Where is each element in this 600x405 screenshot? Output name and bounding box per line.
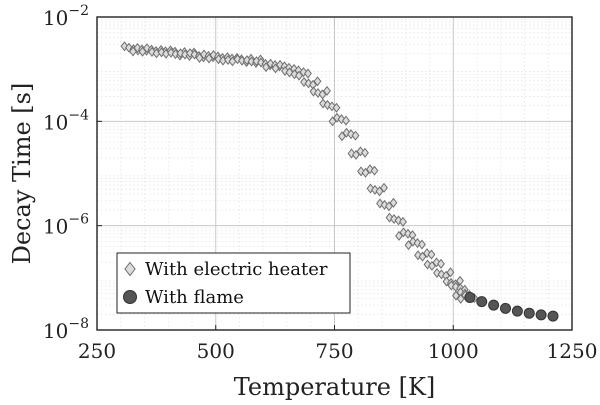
data-point (375, 186, 384, 197)
data-point (352, 149, 360, 160)
legend-item: With electric heater (124, 259, 328, 280)
data-point (547, 310, 559, 322)
data-point (285, 67, 294, 78)
data-point (252, 56, 261, 67)
legend-box (116, 252, 351, 314)
data-point (143, 43, 151, 54)
data-point (271, 63, 280, 74)
data-point (385, 201, 393, 212)
data-point (399, 216, 407, 227)
data-point (446, 267, 455, 278)
y-axis-label: Decay Time [s] (8, 83, 36, 265)
y-axis-ticks: 10−8 10−6 10−4 10−2 (43, 3, 102, 343)
data-point (361, 147, 369, 158)
y-tick-label: 10−2 (43, 3, 89, 30)
legend: With electric heater With flame (116, 252, 351, 314)
data-point (332, 102, 341, 113)
data-point (290, 69, 299, 80)
data-point (233, 54, 242, 65)
data-point (125, 42, 133, 53)
x-tick-label: 750 (315, 339, 353, 363)
data-point (266, 58, 275, 69)
data-point (511, 305, 523, 317)
data-point (535, 309, 547, 321)
data-point (313, 76, 322, 87)
data-point (323, 85, 331, 96)
data-point (385, 212, 394, 223)
data-point (347, 148, 356, 159)
legend-label: With electric heater (145, 259, 328, 280)
data-point (361, 167, 370, 178)
data-point (295, 70, 303, 81)
legend-label: With flame (145, 287, 244, 308)
x-tick-label: 1000 (428, 339, 479, 363)
data-point (337, 114, 346, 125)
y-tick-label: 10−8 (43, 316, 89, 343)
data-point (476, 296, 488, 308)
data-point (452, 290, 460, 301)
data-point (395, 230, 403, 241)
data-point (195, 52, 204, 63)
data-point (138, 46, 147, 57)
data-point (304, 68, 312, 79)
x-tick-label: 500 (197, 339, 235, 363)
data-point (380, 182, 388, 193)
data-point (133, 42, 142, 53)
legend-item: With flame (123, 287, 244, 308)
data-point (129, 46, 137, 57)
data-point (404, 240, 413, 251)
data-point (500, 302, 511, 314)
x-tick-label: 1250 (547, 339, 598, 363)
data-point (338, 131, 346, 142)
data-point (318, 89, 327, 100)
series-flame (464, 291, 559, 322)
legend-marker (124, 261, 136, 277)
series-layer (120, 41, 559, 322)
data-point (262, 62, 270, 73)
series-electric-heater (120, 41, 479, 304)
data-point (418, 251, 427, 262)
data-point (418, 239, 426, 250)
y-tick-label: 10−6 (43, 212, 89, 239)
x-axis-label: Temperature [K] (234, 373, 436, 401)
data-point (167, 47, 175, 58)
data-point (351, 130, 360, 141)
data-point (328, 116, 337, 127)
data-point (300, 76, 308, 88)
data-point (427, 249, 436, 260)
data-point (224, 54, 232, 65)
data-point (437, 258, 445, 269)
data-point (370, 165, 379, 176)
data-point (399, 227, 408, 238)
data-point (488, 299, 500, 311)
data-point (428, 260, 436, 271)
data-point (523, 307, 535, 319)
data-point (456, 293, 465, 304)
legend-marker (123, 290, 137, 304)
x-axis-ticks: 250 500 750 1000 1250 (78, 325, 598, 363)
data-point (205, 53, 213, 64)
data-point (464, 291, 476, 303)
data-point (389, 197, 398, 208)
x-tick-label: 250 (78, 339, 116, 363)
data-point (342, 115, 350, 126)
data-point (190, 49, 199, 60)
data-point (186, 48, 194, 59)
data-point (409, 236, 417, 247)
y-tick-label: 10−4 (43, 107, 89, 134)
